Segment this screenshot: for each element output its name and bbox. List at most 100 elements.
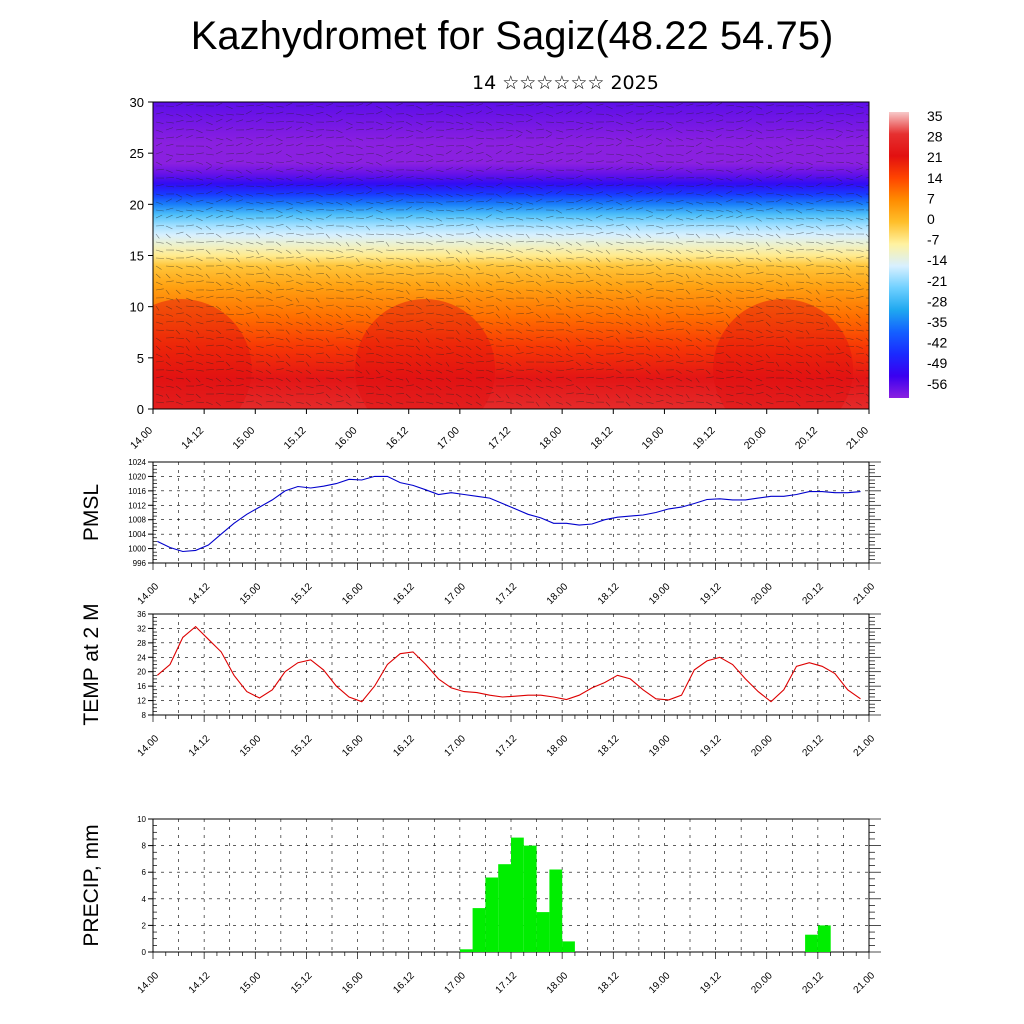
- x-tick-label: 16.12: [391, 733, 417, 759]
- colorbar-label: -7: [927, 232, 940, 248]
- colorbar-ramp: [889, 112, 909, 398]
- pmsl-line: [157, 475, 861, 553]
- x-tick-label: 15.00: [238, 581, 264, 607]
- y-tick-label: 4: [142, 895, 147, 904]
- precip-bar: [472, 908, 486, 952]
- x-tick-label: 19.12: [698, 581, 724, 607]
- y-axis-label: PRECIP, mm: [80, 824, 103, 946]
- x-tick-label: 14.00: [136, 733, 162, 759]
- x-tick-label: 15.00: [230, 425, 257, 452]
- y-tick-label: 0: [142, 948, 147, 957]
- precip-bar: [498, 864, 511, 952]
- y-axis-label: PMSL: [80, 484, 103, 541]
- x-tick-label: 20.00: [749, 581, 775, 607]
- x-tick-label: 20.12: [801, 970, 827, 996]
- x-tick-label: 19.00: [639, 425, 666, 452]
- y-tick-label: 1012: [128, 501, 146, 510]
- x-tick-label: 19.00: [647, 970, 673, 996]
- x-tick-label: 18.00: [537, 425, 564, 452]
- colorbar-label: 35: [927, 108, 943, 124]
- precip-bar: [459, 949, 473, 952]
- x-tick-label: 16.00: [333, 425, 360, 452]
- x-tick-label: 14.12: [187, 733, 213, 759]
- y-tick-label: 8: [142, 711, 147, 720]
- x-tick-label: 18.12: [596, 970, 622, 996]
- x-tick-label: 14.12: [179, 425, 206, 452]
- precip-bar: [805, 934, 818, 952]
- y-tick-label: 996: [133, 559, 147, 568]
- heatmap-panel: 0 5 10 15 20 25 30 14.00 14.12 15.00 15.12 16.00 16.…: [128, 95, 871, 452]
- colorbar-label: 14: [927, 170, 943, 186]
- x-tick-label: 15.00: [238, 970, 264, 996]
- y-tick-label: 36: [137, 610, 146, 619]
- colorbar: 35 28 21 14 7 0 -7 -14 -21 -28 -35 -42 -49 -56: [889, 108, 947, 398]
- x-tick-label: 16.00: [340, 733, 366, 759]
- x-tick-label: 14.12: [187, 970, 213, 996]
- colorbar-label: -21: [927, 273, 947, 289]
- x-tick-label: 17.00: [443, 970, 469, 996]
- x-tick-label: 19.00: [647, 581, 673, 607]
- colorbar-label: -42: [927, 335, 947, 351]
- y-tick-label: 1020: [128, 472, 146, 481]
- precip-bar: [511, 837, 524, 952]
- x-tick-label: 14.12: [187, 581, 213, 607]
- x-tick-label: 21.00: [852, 733, 878, 759]
- y-tick-label: 28: [137, 639, 146, 648]
- y-tick-label: 20: [137, 668, 146, 677]
- y-tick-label: 0: [137, 402, 144, 417]
- precip-bar: [549, 869, 563, 952]
- x-tick-label: 18.12: [588, 425, 615, 452]
- x-tick-label: 19.12: [698, 970, 724, 996]
- x-tick-label: 18.00: [545, 733, 571, 759]
- x-tick-label: 21.00: [852, 970, 878, 996]
- colorbar-label: 7: [927, 190, 935, 206]
- x-tick-label: 17.00: [443, 581, 469, 607]
- x-tick-label: 16.00: [340, 970, 366, 996]
- x-tick-label: 19.12: [698, 733, 724, 759]
- colorbar-label: -56: [927, 376, 947, 392]
- x-tick-label: 17.12: [494, 581, 520, 607]
- x-tick-label: 14.00: [136, 581, 162, 607]
- x-tick-label: 18.12: [596, 733, 622, 759]
- x-tick-label: 17.00: [443, 733, 469, 759]
- wind-field: [155, 102, 869, 407]
- y-tick-label: 12: [137, 697, 146, 706]
- x-tick-label: 16.00: [340, 581, 366, 607]
- date-subtitle: 14 ☆☆☆☆☆☆ 2025: [472, 72, 659, 94]
- precip-bar: [523, 845, 537, 952]
- y-tick-label: 15: [130, 249, 144, 264]
- x-tick-label: 14.00: [136, 970, 162, 996]
- y-tick-label: 24: [137, 653, 146, 662]
- y-tick-label: 16: [137, 682, 146, 691]
- precip-bar: [485, 877, 499, 952]
- y-tick-label: 10: [130, 300, 144, 315]
- x-tick-label: 16.12: [391, 581, 417, 607]
- x-tick-label: 15.12: [289, 733, 315, 759]
- x-tick-label: 18.00: [545, 581, 571, 607]
- colorbar-label: -49: [927, 355, 947, 371]
- x-tick-label: 17.12: [494, 733, 520, 759]
- x-tick-label: 20.00: [749, 733, 775, 759]
- x-tick-label: 19.12: [691, 425, 718, 452]
- y-tick-label: 5: [137, 351, 144, 366]
- y-tick-label: 1000: [128, 545, 146, 554]
- x-tick-label: 17.12: [486, 425, 513, 452]
- y-tick-label: 1008: [128, 516, 146, 525]
- x-tick-label: 20.12: [801, 733, 827, 759]
- colorbar-label: 28: [927, 129, 943, 145]
- x-tick-label: 19.00: [647, 733, 673, 759]
- warm-cell: [355, 299, 496, 409]
- y-tick-label: 30: [130, 95, 144, 110]
- colorbar-label: 21: [927, 149, 943, 165]
- y-tick-label: 1004: [128, 530, 146, 539]
- y-tick-label: 20: [130, 197, 144, 212]
- pmsl-panel: 996 1000 1004 1008 1012 1016 1020 1024 14.00 14.1…: [80, 458, 881, 607]
- colorbar-label: -14: [927, 252, 947, 268]
- precip-bar: [562, 941, 575, 952]
- x-tick-label: 20.00: [749, 970, 775, 996]
- x-tick-label: 15.12: [289, 970, 315, 996]
- x-tick-label: 20.00: [742, 425, 769, 452]
- y-tick-label: 25: [130, 146, 144, 161]
- colorbar-label: -28: [927, 293, 947, 309]
